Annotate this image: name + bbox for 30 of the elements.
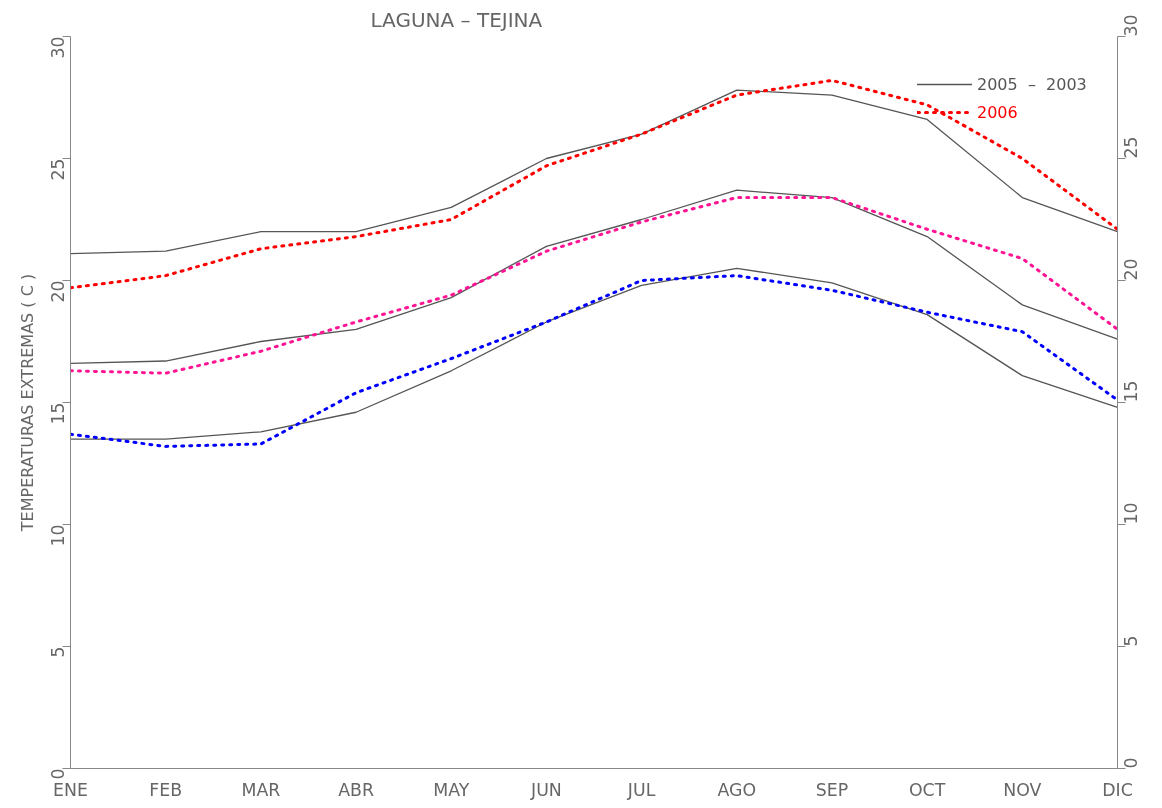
legend-label: 2005 – 2003	[977, 74, 1087, 94]
x-tick-label: FEB	[149, 779, 183, 800]
x-tick-label: SEP	[815, 779, 849, 800]
x-tick-label: ABR	[338, 779, 374, 800]
x-tick-label: ENE	[53, 779, 88, 800]
y2-tick-label: 30	[1121, 14, 1141, 37]
y-tick-label: 20	[48, 280, 68, 303]
legend-label: 2006	[977, 102, 1018, 122]
y2-tick-label: 5	[1121, 635, 1141, 647]
y-tick-label: 5	[48, 646, 68, 658]
chart-title: LAGUNA – TEJINA	[370, 7, 543, 32]
x-tick-label: OCT	[908, 779, 946, 800]
y-tick-label: 10	[48, 524, 68, 547]
y2-tick-label: 20	[1121, 258, 1141, 281]
y-tick-label: 0	[48, 768, 68, 780]
y-tick-label: 30	[48, 36, 68, 59]
x-tick-label: DIC	[1102, 779, 1133, 800]
x-tick-label: NOV	[1003, 779, 1042, 800]
x-tick-label: JUN	[530, 779, 562, 800]
x-tick-label: MAY	[433, 779, 470, 800]
y2-tick-label: 25	[1121, 136, 1141, 159]
y2-tick-label: 0	[1121, 757, 1141, 769]
y2-tick-label: 15	[1121, 380, 1141, 403]
x-tick-label: MAR	[241, 779, 281, 800]
x-tick-label: AGO	[717, 779, 757, 800]
x-tick-label: JUL	[626, 779, 656, 800]
y-tick-label: 25	[48, 158, 68, 181]
y2-tick-label: 10	[1121, 502, 1141, 525]
y-axis-title: TEMPERATURAS EXTREMAS ( C )	[17, 273, 37, 533]
y-tick-label: 15	[48, 402, 68, 425]
